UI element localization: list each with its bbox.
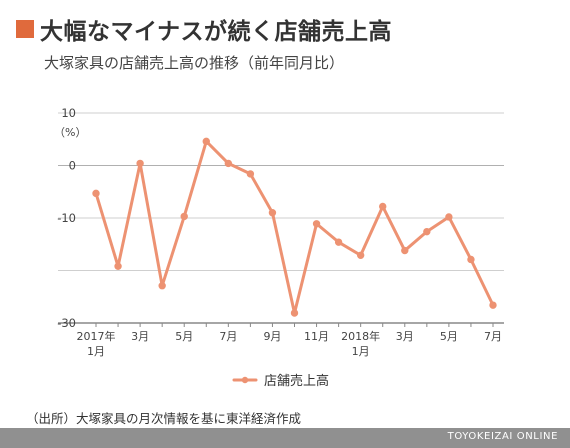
series-line [94, 139, 495, 315]
data-point [268, 209, 277, 217]
data-point [114, 262, 122, 270]
y-tick-label: 10 [61, 106, 76, 120]
y-tick-label: -30 [57, 316, 76, 330]
x-tick-label-line2: 1月 [352, 345, 370, 358]
data-point [136, 159, 144, 168]
legend-label: 店舗売上高 [264, 373, 329, 389]
data-point [334, 238, 343, 246]
data-point [180, 212, 188, 221]
headline-text: 大幅なマイナスが続く店舗売上高 [40, 19, 393, 45]
data-point [401, 246, 409, 255]
x-tick-label: 5月 [440, 330, 458, 343]
data-point [312, 220, 321, 228]
x-tick-label: 2018年 [341, 329, 380, 343]
x-tick-label: 3月 [131, 330, 149, 343]
y-unit-label: （%） [54, 126, 86, 139]
data-point [224, 159, 233, 168]
data-point [158, 282, 166, 290]
x-tick-label: 2017年 [77, 329, 116, 343]
data-point [379, 202, 387, 211]
legend-swatch-point [241, 376, 249, 384]
x-tick-label: 5月 [175, 330, 193, 343]
y-tick-label: -10 [57, 211, 76, 225]
data-point [246, 170, 255, 178]
x-tick-label-line2: 1月 [87, 345, 105, 358]
data-point [467, 255, 475, 264]
y-tick-label: 0 [69, 159, 76, 173]
data-point [356, 251, 365, 259]
chart-subtitle: 大塚家具の店舗売上高の推移（前年同月比） [44, 54, 345, 72]
data-point [445, 213, 453, 221]
footer-brand: TOYOKEIZAI ONLINE [447, 431, 558, 442]
x-tick-label: 3月 [396, 330, 414, 343]
data-point [92, 189, 100, 198]
x-tick-label: 9月 [263, 330, 281, 343]
data-point [202, 137, 210, 146]
data-point [290, 309, 299, 317]
x-tick-label: 7月 [484, 330, 502, 343]
x-tick-label: 7月 [219, 330, 237, 343]
footer-bar: TOYOKEIZAI ONLINE [0, 428, 570, 448]
x-tick-label: 11月 [304, 330, 329, 343]
data-point [423, 227, 431, 236]
data-point [489, 301, 497, 309]
headline-marker [16, 20, 34, 38]
source-note: （出所）大塚家具の月次情報を基に東洋経済作成 [26, 411, 302, 426]
headline: 大幅なマイナスが続く店舗売上高 [16, 12, 392, 46]
